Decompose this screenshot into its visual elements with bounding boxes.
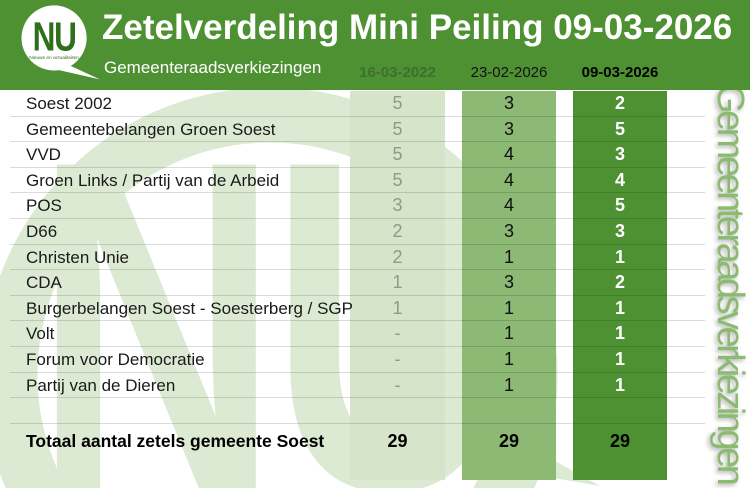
seats-prev-poll: 4 [503,195,514,216]
party-name: Volt [26,324,55,344]
page-title: Zetelverdeling Mini Peiling 09-03-2026 [102,8,733,47]
seats-2022: 5 [392,118,403,139]
seats-2022: 5 [392,144,403,165]
seats-current-poll: 5 [614,118,625,139]
seats-current-poll: 2 [614,93,625,113]
seats-prev-poll: 1 [503,374,514,395]
row-divider [10,243,705,245]
seats-2022: - [394,348,401,369]
row-divider [10,166,705,168]
total-row: Totaal aantal zetels gemeente Soest 29 2… [0,424,750,458]
party-name: Partij van de Dieren [26,375,176,395]
seats-prev-poll: 3 [503,220,514,241]
table-row: Burgerbelangen Soest - Soesterberg / SGP… [0,296,750,322]
seats-prev-poll: 3 [503,93,514,113]
seats-prev-poll: 1 [503,323,514,344]
column-strip-current-poll [573,91,667,480]
table-row: Gemeentebelangen Groen Soest 5 3 5 [0,117,750,143]
party-name: Christen Unie [26,247,129,267]
seats-current-poll: 1 [614,246,625,267]
party-name: POS [26,196,62,216]
row-divider [10,397,705,399]
table-row: Christen Unie 2 1 1 [0,245,750,271]
row-divider [10,294,705,296]
row-divider [10,192,705,194]
seats-2022: 2 [392,220,403,241]
seats-current-poll: 5 [614,195,625,216]
total-seats-prev-poll: 29 [498,431,520,451]
party-name: Forum voor Democratie [26,349,205,369]
total-seats-2022: 29 [387,431,408,451]
table-row: Groen Links / Partij van de Arbeid 5 4 4 [0,168,750,194]
table-row: D66 2 3 3 [0,219,750,245]
party-name: Burgerbelangen Soest - Soesterberg / SGP [26,298,353,318]
column-strip-prev-poll [462,91,556,480]
row-divider [10,320,705,322]
seats-current-poll: 2 [614,272,625,293]
seats-2022: - [394,374,401,395]
seats-current-poll: 1 [614,348,625,369]
nu-logo-icon: NU Nieuws en actualiteiten [21,5,100,80]
party-name: CDA [26,273,62,293]
logo-tagline: Nieuws en actualiteiten [29,55,79,61]
seats-current-poll: 3 [614,144,625,165]
logo-nu-text: NU [33,13,76,59]
party-name: Groen Links / Partij van de Arbeid [26,170,280,190]
seats-prev-poll: 1 [503,297,514,318]
seats-2022: - [394,323,401,344]
column-strip-2022 [350,91,445,480]
empty-row [0,398,750,424]
seats-prev-poll: 3 [503,118,514,139]
table-row: VVD 5 4 3 [0,142,750,168]
table-row: POS 3 4 5 [0,193,750,219]
seats-current-poll: 1 [614,323,625,344]
seats-2022: 2 [392,246,403,267]
seats-current-poll: 1 [614,297,625,318]
total-label: Totaal aantal zetels gemeente Soest [26,431,325,451]
seats-current-poll: 4 [614,169,625,190]
table-row: CDA 1 3 2 [0,270,750,296]
seats-2022: 3 [392,195,403,216]
seats-prev-poll: 1 [503,348,514,369]
party-name: Soest 2002 [26,94,113,113]
table-row: Soest 2002 5 3 2 [0,91,750,117]
column-header-2022: 16-03-2022 [359,64,436,81]
party-name: Gemeentebelangen Groen Soest [26,119,276,139]
seats-2022: 5 [392,93,403,113]
seats-prev-poll: 4 [503,169,514,190]
seats-2022: 1 [392,297,403,318]
party-name: VVD [26,145,61,165]
row-divider [10,371,705,373]
seats-prev-poll: 1 [503,246,514,267]
column-header-current-poll: 09-03-2026 [581,64,659,81]
total-seats-current-poll: 29 [609,431,631,451]
seats-2022: 5 [392,169,403,190]
row-divider [10,141,705,143]
header-band: Zetelverdeling Mini Peiling 09-03-2026 G… [0,0,750,90]
table-rows: Soest 2002 5 3 2 Gemeentebelangen Groen … [0,91,750,399]
row-divider [10,269,705,271]
seats-2022: 1 [392,272,403,293]
page-subtitle: Gemeenteraadsverkiezingen [104,58,322,77]
row-divider [10,345,705,347]
table-row: Volt - 1 1 [0,321,750,347]
row-divider [10,423,705,424]
seats-current-poll: 1 [614,374,625,395]
row-divider [10,217,705,219]
seats-current-poll: 3 [614,220,625,241]
watermark-vertical-text: Gemeenteraadsverkiezingen [709,84,750,483]
seats-prev-poll: 4 [503,144,514,165]
row-divider [10,115,705,117]
table-row: Forum voor Democratie - 1 1 [0,347,750,373]
column-header-prev-poll: 23-02-2026 [470,64,548,81]
party-name: D66 [26,221,58,241]
seats-prev-poll: 3 [503,272,514,293]
table-row: Partij van de Dieren - 1 1 [0,373,750,399]
